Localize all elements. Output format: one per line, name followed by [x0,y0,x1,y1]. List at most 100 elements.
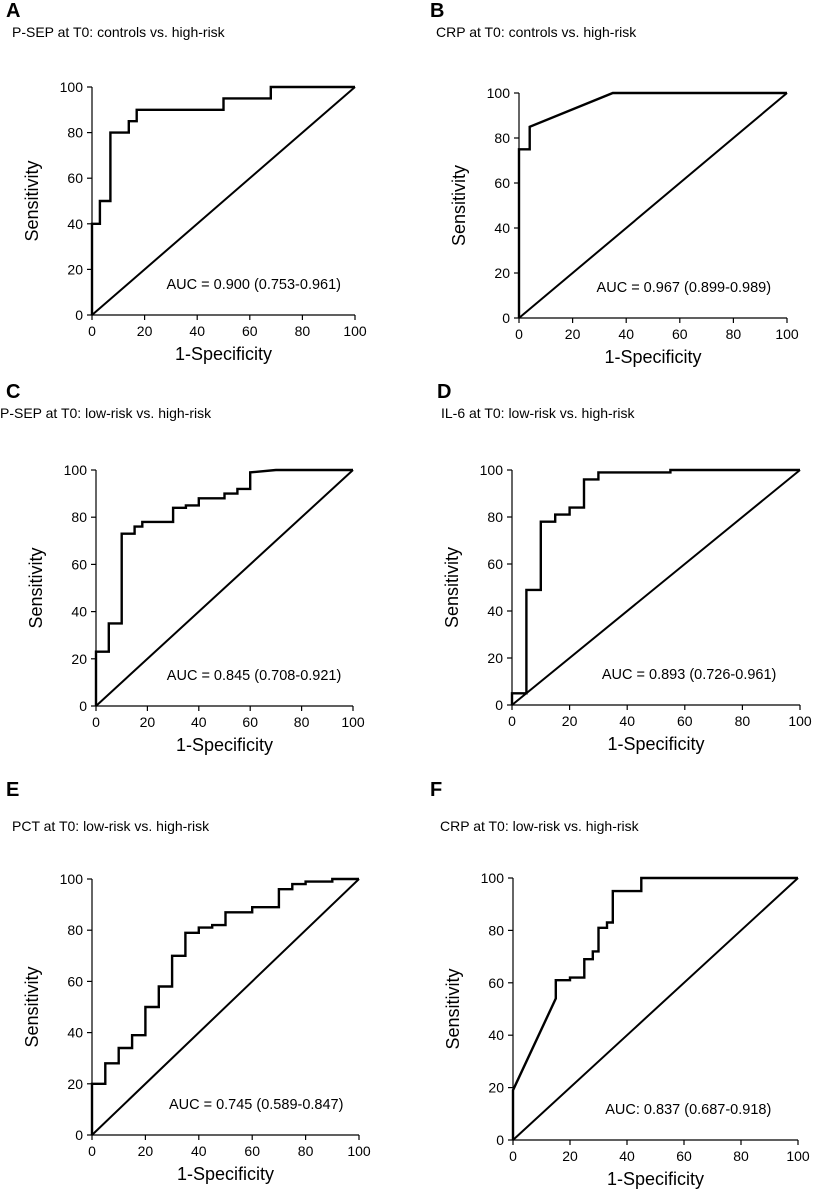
x-tick-label: 100 [341,714,365,730]
x-tick-label: 0 [509,1148,517,1164]
x-tick-label: 20 [140,714,156,730]
x-tick-label: 80 [294,714,310,730]
x-tick-label: 60 [242,714,258,730]
x-tick-label: 100 [347,1143,371,1159]
x-axis-label: 1-Specificity [176,735,273,755]
x-axis-label: 1-Specificity [177,1164,274,1184]
y-tick-label: 0 [502,310,510,326]
y-tick-label: 40 [67,1025,83,1041]
chart-panel-a: A P-SEP at T0: controls vs. high-risk 0 20 4… [6,0,367,364]
x-tick-label: 80 [735,713,751,729]
y-tick-label: 0 [495,697,503,713]
y-tick-label: 80 [488,922,504,938]
auc-annotation: AUC = 0.893 (0.726-0.961) [602,667,777,683]
x-tick-label: 0 [508,713,516,729]
chart-panel-b: B CRP at T0: controls vs. high-risk 0 20 40 6… [430,0,799,367]
x-tick-label: 60 [672,326,688,342]
y-tick-label: 100 [60,79,84,95]
x-tick-label: 80 [733,1148,749,1164]
panel-title: P-SEP at T0: controls vs. high-risk [12,24,226,40]
y-tick-label: 60 [67,170,83,186]
x-axis-label: 1-Specificity [607,1169,704,1189]
y-tick-label: 60 [494,175,510,191]
y-tick-label: 100 [481,870,505,886]
y-axis-label: Sensitivity [22,160,42,241]
x-tick-label: 0 [88,323,96,339]
y-axis-label: Sensitivity [449,165,469,246]
x-tick-label: 40 [618,326,634,342]
x-tick-label: 40 [189,323,205,339]
chart-panel-c: C P-SEP at T0: low-risk vs. high-risk 0 20 4… [0,381,365,755]
y-tick-label: 100 [64,462,88,478]
x-tick-label: 0 [92,714,100,730]
auc-annotation: AUC = 0.967 (0.899-0.989) [597,280,772,296]
y-tick-label: 40 [494,220,510,236]
x-tick-label: 20 [138,1143,154,1159]
x-tick-label: 100 [786,1148,810,1164]
roc-curve [510,468,800,705]
reference-diagonal [512,877,799,1141]
panel-letter: C [6,381,20,403]
reference-diagonal [511,469,801,706]
reference-diagonal [91,878,360,1136]
x-tick-label: 20 [562,1148,578,1164]
auc-annotation: AUC = 0.900 (0.753-0.961) [166,277,341,293]
x-tick-label: 60 [242,323,258,339]
panel-letter: F [430,779,442,801]
x-tick-label: 80 [726,326,742,342]
x-tick-label: 100 [788,713,812,729]
y-tick-label: 40 [487,603,503,619]
y-tick-label: 0 [79,698,87,714]
y-tick-label: 80 [67,922,83,938]
x-tick-label: 60 [676,1148,692,1164]
x-tick-label: 0 [88,1143,96,1159]
y-tick-label: 100 [487,85,511,101]
panel-letter: E [6,779,19,801]
x-axis-label: 1-Specificity [607,734,704,754]
y-tick-label: 20 [67,1076,83,1092]
x-tick-label: 20 [137,323,153,339]
y-tick-label: 20 [488,1080,504,1096]
roc-curve [517,91,787,318]
y-tick-label: 40 [71,604,87,620]
y-tick-label: 40 [488,1027,504,1043]
x-tick-label: 40 [619,1148,635,1164]
y-tick-label: 0 [496,1132,504,1148]
x-tick-label: 0 [515,326,523,342]
y-tick-label: 80 [71,509,87,525]
y-tick-label: 100 [60,871,84,887]
panel-title: PCT at T0: low-risk vs. high-risk [12,818,210,834]
y-axis-label: Sensitivity [442,547,462,628]
y-tick-label: 80 [67,125,83,141]
x-tick-label: 40 [191,1143,207,1159]
panel-letter: D [437,381,451,403]
auc-annotation: AUC = 0.745 (0.589-0.847) [169,1097,344,1113]
panel-letter: B [430,0,444,22]
y-tick-label: 0 [75,1127,83,1143]
roc-curve [94,468,353,706]
x-tick-label: 80 [295,323,311,339]
y-tick-label: 100 [480,462,504,478]
x-tick-label: 60 [244,1143,260,1159]
y-tick-label: 80 [487,509,503,525]
reference-diagonal [91,86,356,316]
auc-annotation: AUC = 0.845 (0.708-0.921) [167,668,342,684]
chart-panel-d: D IL-6 at T0: low-risk vs. high-risk 0 20 40… [437,381,812,754]
y-tick-label: 0 [75,307,83,323]
panel-title: IL-6 at T0: low-risk vs. high-risk [441,405,635,421]
y-axis-label: Sensitivity [22,966,42,1047]
y-tick-label: 20 [494,265,510,281]
panel-title: CRP at T0: controls vs. high-risk [436,24,637,40]
x-tick-label: 100 [343,323,367,339]
panel-title: P-SEP at T0: low-risk vs. high-risk [0,405,212,421]
x-tick-label: 60 [677,713,693,729]
y-axis-label: Sensitivity [443,968,463,1049]
x-tick-label: 100 [775,326,799,342]
y-axis-label: Sensitivity [26,547,46,628]
x-tick-label: 40 [619,713,635,729]
x-tick-label: 80 [298,1143,314,1159]
y-tick-label: 60 [487,556,503,572]
roc-curve [511,876,798,1140]
y-tick-label: 40 [67,216,83,232]
